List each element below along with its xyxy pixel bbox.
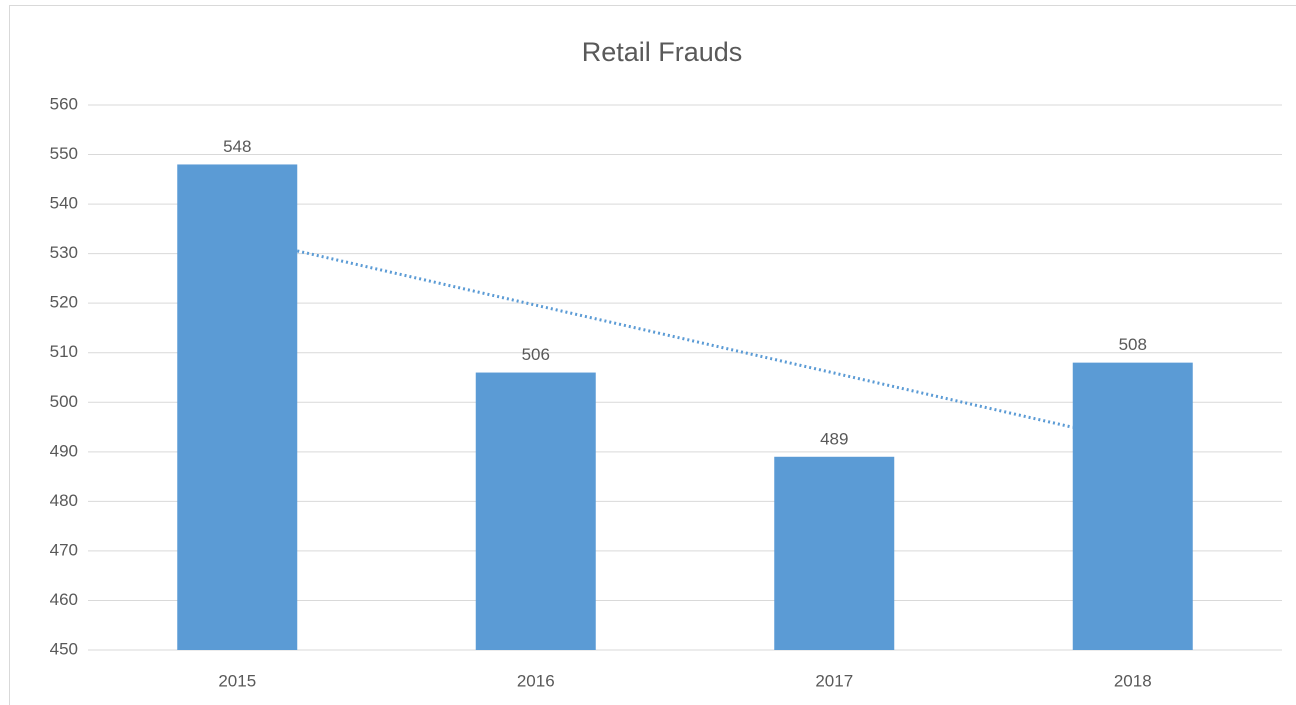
data-label: 489 <box>820 429 848 448</box>
y-tick-label: 470 <box>50 540 78 559</box>
x-tick-label: 2017 <box>815 671 853 690</box>
x-tick-label: 2015 <box>218 671 256 690</box>
data-label: 506 <box>522 345 550 364</box>
bar <box>177 164 298 651</box>
x-tick-label: 2016 <box>517 671 555 690</box>
y-tick-label: 450 <box>50 639 78 658</box>
bar <box>774 456 895 650</box>
y-tick-label: 500 <box>50 392 78 411</box>
y-tick-label: 560 <box>50 94 78 113</box>
data-label: 548 <box>223 137 251 156</box>
data-label: 508 <box>1119 335 1147 354</box>
bar <box>1072 362 1193 650</box>
x-tick-label: 2018 <box>1114 671 1152 690</box>
y-tick-label: 520 <box>50 293 78 312</box>
y-tick-label: 460 <box>50 590 78 609</box>
y-tick-label: 550 <box>50 144 78 163</box>
y-tick-label: 510 <box>50 342 78 361</box>
chart-title: Retail Frauds <box>582 37 743 67</box>
bar <box>475 372 596 650</box>
y-tick-label: 530 <box>50 243 78 262</box>
y-tick-label: 490 <box>50 441 78 460</box>
y-tick-label: 540 <box>50 194 78 213</box>
y-tick-label: 480 <box>50 491 78 510</box>
